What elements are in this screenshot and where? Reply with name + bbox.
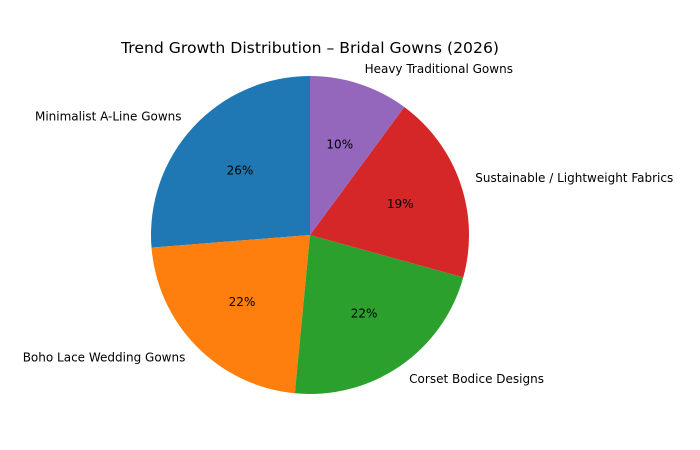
slice-pct-label-2: 22% [351,307,378,321]
slice-label-3: Sustainable / Lightweight Fabrics [475,171,673,185]
slice-label-4: Heavy Traditional Gowns [365,62,513,76]
pie-slice-0 [151,76,310,248]
slice-label-2: Corset Bodice Designs [409,372,544,386]
slice-pct-label-3: 19% [387,197,414,211]
slice-pct-label-4: 10% [326,137,353,151]
chart-title: Trend Growth Distribution – Bridal Gowns… [120,39,499,57]
pie-slice-3 [310,106,470,278]
slice-label-1: Boho Lace Wedding Gowns [23,351,186,365]
pie-slice-1 [151,235,310,394]
pie-slice-2 [294,235,464,394]
slice-pct-label-1: 22% [229,295,256,309]
pie-slice-4 [310,76,405,235]
slice-label-0: Minimalist A-Line Gowns [35,109,182,123]
slice-pct-label-0: 26% [227,163,254,177]
